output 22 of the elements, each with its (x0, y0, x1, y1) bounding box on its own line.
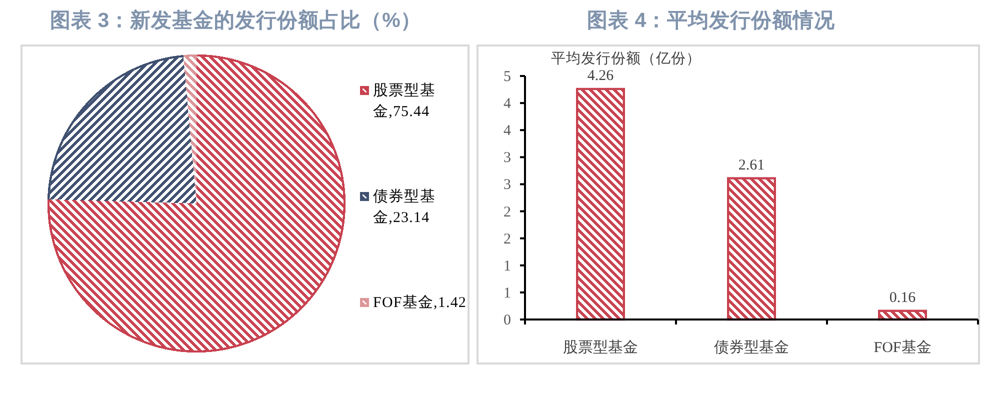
chart-title: 图表 3：新发基金的发行份额占比（%） (50, 8, 422, 32)
legend-label: 债券型基金,23.14 (373, 188, 436, 226)
legend-label: 股票型基金,75.44 (373, 82, 436, 120)
y-tick-label: 3 (504, 177, 511, 194)
y-tick-label: 2 (504, 204, 511, 220)
x-tick-label: FOF基金 (874, 339, 932, 356)
y-tick-label: 0 (504, 312, 511, 328)
x-tick-label: 债券型基金 (714, 339, 789, 356)
y-tick-label: 2 (504, 231, 511, 248)
y-tick-label: 3 (504, 150, 511, 166)
legend-label: FOF基金,1.42 (373, 294, 467, 311)
data-label: 2.61 (738, 157, 765, 174)
x-tick-label: 股票型基金 (563, 339, 638, 356)
data-label: 4.26 (587, 68, 614, 84)
y-tick-label: 1 (504, 258, 511, 274)
y-tick-label: 1 (504, 285, 511, 302)
chart-title: 图表 4：平均发行份额情况 (587, 8, 836, 32)
y-tick-label: 4 (504, 123, 512, 140)
data-label: 0.16 (889, 290, 916, 306)
y-tick-label: 5 (504, 69, 511, 85)
y-tick-label: 4 (504, 96, 512, 112)
y-axis-title: 平均发行份额（亿份） (551, 50, 701, 67)
